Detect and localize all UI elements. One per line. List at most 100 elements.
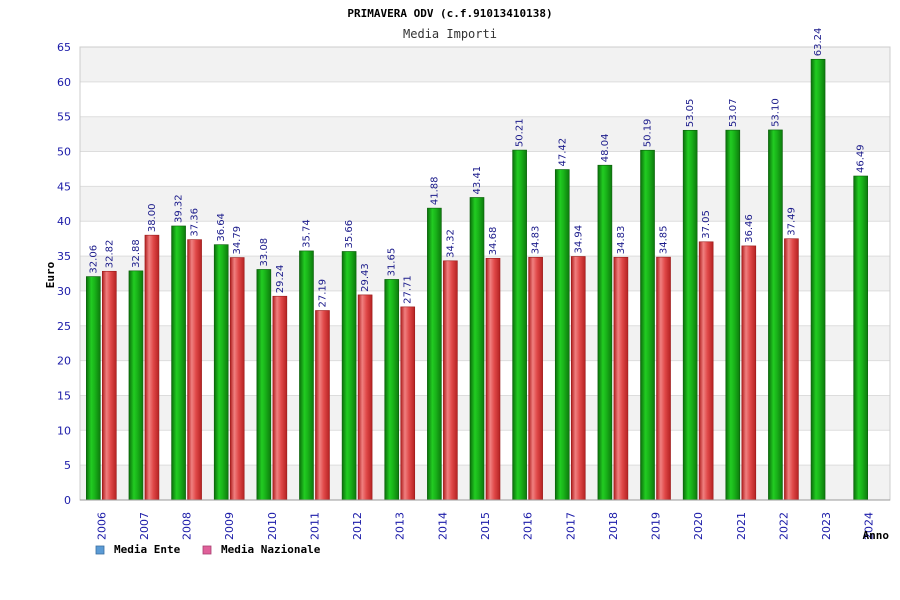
bar-media-ente (341, 251, 357, 501)
value-label-media-ente: 46.49 (856, 144, 867, 173)
y-tick-label: 60 (57, 76, 71, 89)
bar-media-ente (853, 175, 868, 501)
bar-media-ente (768, 129, 783, 501)
x-tick-label: 2020 (692, 512, 705, 540)
value-label-media-ente: 50.21 (515, 118, 526, 147)
value-label-media-ente: 32.06 (88, 245, 99, 274)
legend: Media Ente Media Nazionale (95, 543, 321, 556)
y-tick-label: 65 (57, 41, 71, 54)
x-tick-label: 2010 (266, 512, 279, 540)
x-tick-label: 2016 (522, 512, 535, 540)
bar-media-ente (725, 129, 741, 501)
y-tick-label: 0 (64, 494, 71, 507)
bar-media-ente (86, 276, 101, 501)
y-tick-label: 30 (57, 285, 71, 298)
bar-media-ente (512, 149, 527, 501)
y-tick-label: 15 (57, 389, 71, 402)
value-label-media-nazionale: 29.43 (360, 263, 371, 292)
bar-media-nazionale (187, 239, 202, 501)
value-label-media-ente: 53.05 (685, 99, 696, 128)
value-label-media-nazionale: 32.82 (104, 240, 115, 269)
value-label-media-nazionale: 27.71 (403, 275, 414, 304)
bar-media-nazionale (443, 260, 458, 501)
bar-media-ente (469, 197, 485, 501)
value-label-media-ente: 35.74 (301, 219, 312, 248)
y-tick-label: 40 (57, 215, 71, 228)
x-tick-label: 2017 (564, 512, 577, 540)
bar-media-nazionale (784, 238, 799, 501)
grid-band (80, 47, 890, 82)
bar-media-nazionale (315, 310, 330, 501)
y-tick-label: 45 (57, 180, 71, 193)
legend-swatch-media-ente (95, 545, 105, 555)
y-tick-label: 10 (57, 424, 71, 437)
value-label-media-ente: 43.41 (472, 166, 483, 195)
y-tick-label: 25 (57, 320, 71, 333)
bar-media-ente (427, 207, 442, 501)
x-tick-label: 2019 (650, 512, 663, 540)
value-label-media-nazionale: 34.94 (573, 225, 584, 254)
value-label-media-ente: 53.10 (770, 98, 781, 127)
x-tick-label: 2013 (394, 512, 407, 540)
x-tick-label: 2011 (308, 512, 321, 540)
value-label-media-ente: 33.08 (259, 238, 270, 267)
value-label-media-ente: 36.64 (216, 213, 227, 242)
bar-media-nazionale (400, 306, 416, 501)
bar-media-ente (384, 279, 400, 501)
bar-media-nazionale (144, 234, 160, 501)
y-tick-label: 50 (57, 146, 71, 159)
chart-subtitle: Media Importi (403, 27, 497, 41)
bar-media-ente (213, 244, 229, 501)
bar-media-nazionale (485, 258, 501, 501)
bar-media-nazionale (698, 241, 714, 501)
value-label-media-ente: 53.07 (728, 99, 739, 128)
value-label-media-nazionale: 36.46 (744, 214, 755, 243)
value-label-media-nazionale: 34.83 (616, 226, 627, 255)
value-label-media-nazionale: 34.83 (531, 226, 542, 255)
bar-media-ente (682, 129, 698, 501)
value-label-media-nazionale: 38.00 (147, 204, 158, 233)
x-tick-label: 2014 (436, 512, 449, 540)
bars-group (86, 58, 868, 501)
value-label-media-ente: 47.42 (557, 138, 568, 167)
value-label-media-ente: 35.66 (344, 220, 355, 249)
x-tick-label: 2022 (777, 512, 790, 540)
bar-media-nazionale (656, 256, 671, 501)
bar-media-ente (128, 270, 144, 501)
y-tick-label: 20 (57, 355, 71, 368)
bar-media-nazionale (741, 245, 757, 501)
bar-media-ente (554, 169, 570, 501)
bar-media-ente (810, 58, 826, 501)
y-axis-label: Euro (44, 261, 57, 288)
bar-media-ente (171, 225, 186, 501)
x-tick-label: 2012 (351, 512, 364, 540)
value-label-media-ente: 41.88 (429, 176, 440, 205)
y-tick-label: 55 (57, 111, 71, 124)
bar-media-ente (640, 149, 655, 501)
y-tick-label: 5 (64, 459, 71, 472)
x-tick-label: 2024 (863, 512, 876, 540)
value-labels-group: 32.06 32.82 32.88 38.00 39.32 37.36 36.64 34.79… (88, 28, 866, 308)
bar-media-nazionale (272, 295, 288, 501)
grid-band (80, 186, 890, 222)
legend-label-media-ente: Media Ente (114, 543, 181, 556)
value-label-media-ente: 48.04 (600, 134, 611, 163)
value-label-media-nazionale: 34.85 (659, 225, 670, 254)
legend-swatch-media-nazionale (202, 545, 212, 555)
bar-media-nazionale (570, 256, 586, 501)
bar-media-nazionale (613, 256, 629, 501)
value-label-media-ente: 39.32 (174, 194, 185, 223)
bar-media-ente (597, 164, 613, 501)
bar-media-nazionale (229, 257, 245, 501)
value-label-media-nazionale: 37.36 (190, 208, 201, 237)
x-tick-label: 2006 (95, 512, 108, 540)
value-label-media-nazionale: 37.49 (786, 207, 797, 236)
y-tick-label: 35 (57, 250, 71, 263)
x-axis-ticks: 2006 2007 2008 2009 2010 2011 2012 2013 2014 2015… (95, 512, 875, 540)
bar-media-ente (256, 269, 272, 501)
bar-media-ente (299, 250, 314, 501)
value-label-media-ente: 32.88 (131, 239, 142, 268)
value-label-media-nazionale: 34.68 (488, 227, 499, 256)
chart-title: PRIMAVERA ODV (c.f.91013410138) (347, 7, 552, 20)
bar-media-nazionale (357, 294, 373, 501)
